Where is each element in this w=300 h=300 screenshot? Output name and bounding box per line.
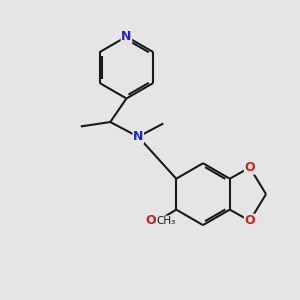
Text: O: O: [244, 161, 255, 174]
Text: O: O: [244, 214, 255, 227]
Text: N: N: [121, 30, 132, 43]
Text: N: N: [133, 130, 143, 143]
Text: O: O: [146, 214, 157, 227]
Text: CH₃: CH₃: [157, 216, 176, 226]
